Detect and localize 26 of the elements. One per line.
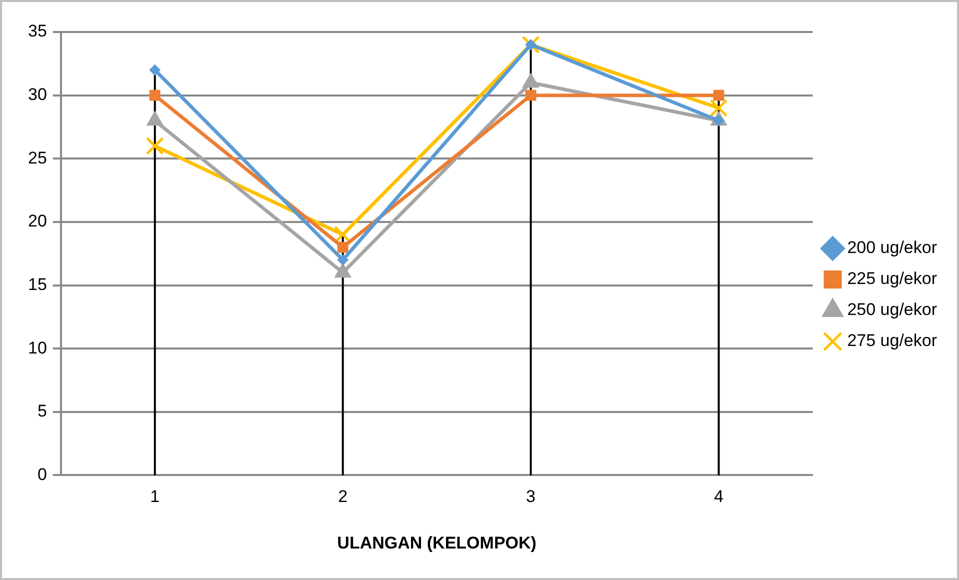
point (710, 98, 728, 118)
y-tick-label: 20 (28, 212, 47, 231)
legend-label: 225 ug/ekor (847, 269, 938, 288)
point (337, 242, 348, 253)
legend-label: 200 ug/ekor (847, 238, 938, 258)
y-tick-label: 10 (28, 338, 47, 358)
point (149, 90, 160, 101)
y-tick-label: 5 (37, 402, 47, 421)
point (146, 136, 164, 155)
y-tick-label: 0 (37, 464, 47, 484)
x-tick-label: 4 (714, 487, 724, 506)
x-tick-label: 3 (526, 487, 536, 506)
point (713, 90, 724, 101)
y-tick-label: 15 (28, 274, 47, 294)
point (337, 254, 348, 266)
point (525, 90, 536, 101)
x-axis-title: ULANGAN (KELOMPOK) (337, 533, 536, 552)
x-tick-label: 1 (150, 487, 160, 506)
x-tick-label: 2 (338, 487, 348, 506)
legend-label: 275 ug/ekor (847, 331, 938, 350)
point (149, 64, 160, 76)
y-tick-label: 35 (28, 22, 47, 41)
y-tick-label: 25 (28, 148, 47, 168)
y-tick-label: 30 (28, 85, 47, 104)
legend-label: 250 ug/ekor (847, 300, 938, 320)
point (525, 39, 536, 50)
